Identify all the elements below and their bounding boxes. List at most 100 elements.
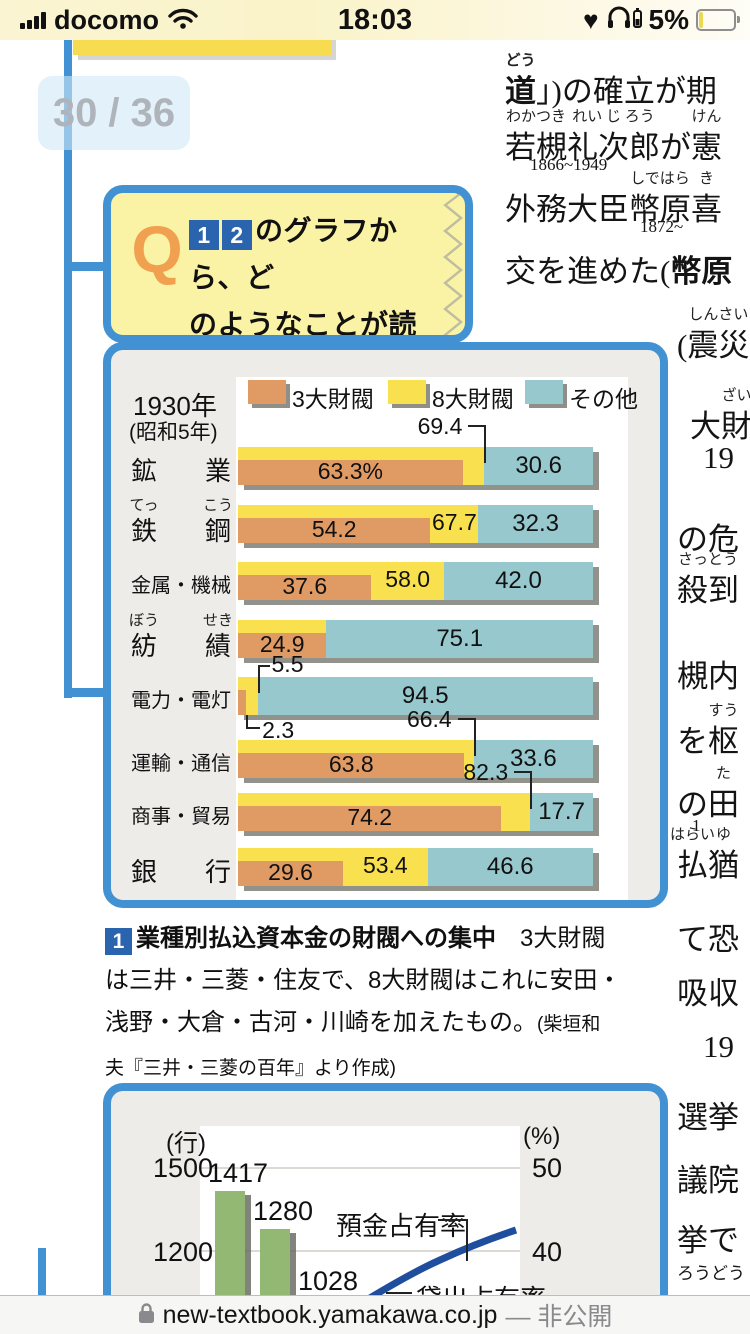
left-axis-unit: (行) bbox=[166, 1130, 206, 1157]
figure-2-badge: 2 bbox=[222, 220, 252, 250]
bar-3zaibatsu bbox=[238, 861, 344, 886]
deposit-share-connector bbox=[438, 1219, 468, 1261]
zaibatsu-share-chart: 1930年 (昭和5年) 3大財閥 8大財閥 その他 鉱業 63.3% 30.6 69.4… bbox=[103, 342, 668, 908]
battery-percent-label: 5% bbox=[648, 4, 689, 35]
ruby-text: てっ bbox=[129, 497, 159, 514]
text-segment: 大 bbox=[690, 409, 721, 444]
question-q-mark: Q bbox=[131, 212, 183, 286]
body-text-fragment: 19 bbox=[703, 1029, 734, 1065]
caption-segment: 浅野・大倉・古河・川崎を加えたもの。 bbox=[105, 1009, 537, 1036]
torn-paper-zigzag bbox=[437, 193, 463, 335]
body-text-fragment: て恐 bbox=[677, 914, 739, 959]
ruby-text: ぼう bbox=[128, 612, 160, 629]
gridline-1200-40 bbox=[200, 1250, 520, 1252]
text-segment: 選挙 bbox=[677, 1100, 739, 1135]
bar-row-6 bbox=[238, 740, 593, 778]
legend-swatch-1 bbox=[248, 380, 286, 404]
body-text-fragment: 1872~ bbox=[640, 217, 683, 237]
label-3zaibatsu: 2.3 bbox=[262, 717, 295, 743]
bar-others bbox=[473, 740, 593, 778]
label-8zaibatsu: 58.0 bbox=[385, 566, 431, 592]
browser-url-bar[interactable]: new-textbook.yamakawa.co.jp — 非公開 bbox=[0, 1295, 750, 1334]
label-3zaibatsu: 63.3% bbox=[317, 458, 383, 484]
timeline-connector-chart bbox=[64, 688, 111, 697]
legend-label-3: その他 bbox=[569, 386, 638, 412]
body-text-fragment: 殺到 さっとう bbox=[677, 552, 739, 610]
bar-row-1 bbox=[238, 447, 593, 485]
label-8zaibatsu: 67.7 bbox=[431, 509, 477, 535]
timeline-vertical-line bbox=[64, 40, 72, 698]
label-others: 17.7 bbox=[538, 798, 585, 825]
caption-segment: 夫『三井・三菱の百年』より作成) bbox=[105, 1058, 396, 1079]
bar-row-2 bbox=[238, 505, 593, 543]
caption-segment: 3大財閥 bbox=[496, 925, 606, 952]
text-segment: 挙で bbox=[677, 1223, 739, 1258]
url-text[interactable]: new-textbook.yamakawa.co.jp bbox=[162, 1300, 498, 1329]
bar-value-label: 1028 bbox=[298, 1265, 359, 1296]
bar-others bbox=[530, 793, 593, 831]
body-text-fragment: 1 bbox=[692, 816, 701, 836]
ruby-text: せき bbox=[202, 612, 233, 629]
category-char: 銀 bbox=[131, 857, 158, 887]
label-others: 30.6 bbox=[515, 452, 563, 479]
category-label: 金属・機械 bbox=[131, 575, 231, 597]
caption-segment: は三井・三菱・住友で、8大財閥はこれに安田・ bbox=[105, 967, 622, 994]
body-text-fragment: 選挙 bbox=[677, 1092, 739, 1137]
bar-3zaibatsu bbox=[238, 690, 247, 715]
right-axis-unit: (%) bbox=[523, 1123, 561, 1150]
text-segment: 道どう bbox=[505, 53, 536, 111]
wifi-icon bbox=[167, 6, 199, 35]
label-3zaibatsu: 37.6 bbox=[282, 573, 328, 599]
label-8zaibatsu: 69.4 bbox=[417, 413, 463, 439]
label-3zaibatsu: 24.9 bbox=[259, 631, 305, 657]
body-text-fragment: 吸収 bbox=[677, 968, 739, 1013]
legend-label-1: 3大財閥 bbox=[292, 386, 374, 412]
status-bar: 18:03 docomo ♥ bbox=[0, 0, 750, 40]
body-text-fragment: 大財 ざい bbox=[690, 388, 750, 446]
ruby-text: しではら bbox=[630, 171, 690, 187]
ruby-text: れい じ ろう bbox=[572, 109, 655, 125]
category-label: 運輸・通信 bbox=[131, 753, 231, 775]
text-segment: 19 bbox=[703, 440, 734, 475]
label-others: 33.6 bbox=[509, 745, 557, 772]
left-axis-tick-1200: 1200 bbox=[153, 1237, 214, 1267]
label-3zaibatsu: 63.8 bbox=[328, 751, 374, 777]
label-others: 94.5 bbox=[401, 682, 449, 709]
deposit-share-label: 預金占有率 bbox=[336, 1211, 467, 1241]
text-segment: 喜き bbox=[691, 171, 722, 229]
ruby-text: どう bbox=[505, 53, 536, 69]
bar-row-5 bbox=[238, 677, 593, 715]
bar-others bbox=[257, 677, 593, 715]
label-others: 46.6 bbox=[486, 853, 534, 880]
callout-line-8zaibatsu bbox=[457, 718, 476, 756]
text-segment: 礼次郎 れい じ ろう bbox=[567, 109, 660, 167]
callout-line-8zaibatsu bbox=[468, 425, 487, 463]
text-segment: 吸収 bbox=[677, 976, 739, 1011]
body-text-fragment: 外務大臣幣原 しではら喜き bbox=[505, 171, 722, 229]
timeline-connector-question bbox=[64, 262, 111, 271]
legend-swatch-2 bbox=[388, 380, 426, 404]
text-segment: 槻内 bbox=[677, 659, 739, 694]
text-segment: 払はらい bbox=[670, 827, 715, 885]
caption-line: 1 業種別払込資本金の財閥への集中 3大財閥 bbox=[105, 918, 677, 960]
text-segment: 鋼こう bbox=[203, 497, 233, 548]
body-text-fragment: (震災 しんさい bbox=[677, 307, 749, 365]
category-label: 銀行 bbox=[131, 852, 231, 889]
text-segment: 鉄てっ bbox=[129, 497, 158, 548]
caption-line: 夫『三井・三菱の百年』より作成) bbox=[105, 1046, 677, 1090]
body-text-fragment: 交を進めた(幣原 bbox=[505, 246, 732, 291]
bar-3zaibatsu bbox=[238, 460, 463, 485]
body-text-fragment: 1866~1949 bbox=[530, 155, 607, 175]
text-segment: 田た bbox=[708, 766, 739, 824]
text-segment: 幣原 しではら bbox=[629, 171, 691, 229]
text-segment: 枢すう bbox=[708, 703, 739, 761]
ruby-text: ゆ bbox=[715, 827, 732, 843]
figure-caption: 1 業種別払込資本金の財閥への集中 3大財閥は三井・三菱・住友で、8大財閥はこれに… bbox=[105, 918, 677, 1090]
page-indicator: 30 / 36 bbox=[38, 76, 190, 150]
gridline-1500-50 bbox=[200, 1167, 520, 1169]
focus-heart-icon: ♥ bbox=[583, 5, 599, 35]
ruby-text: すう bbox=[708, 703, 739, 719]
label-3zaibatsu: 54.2 bbox=[311, 516, 357, 542]
